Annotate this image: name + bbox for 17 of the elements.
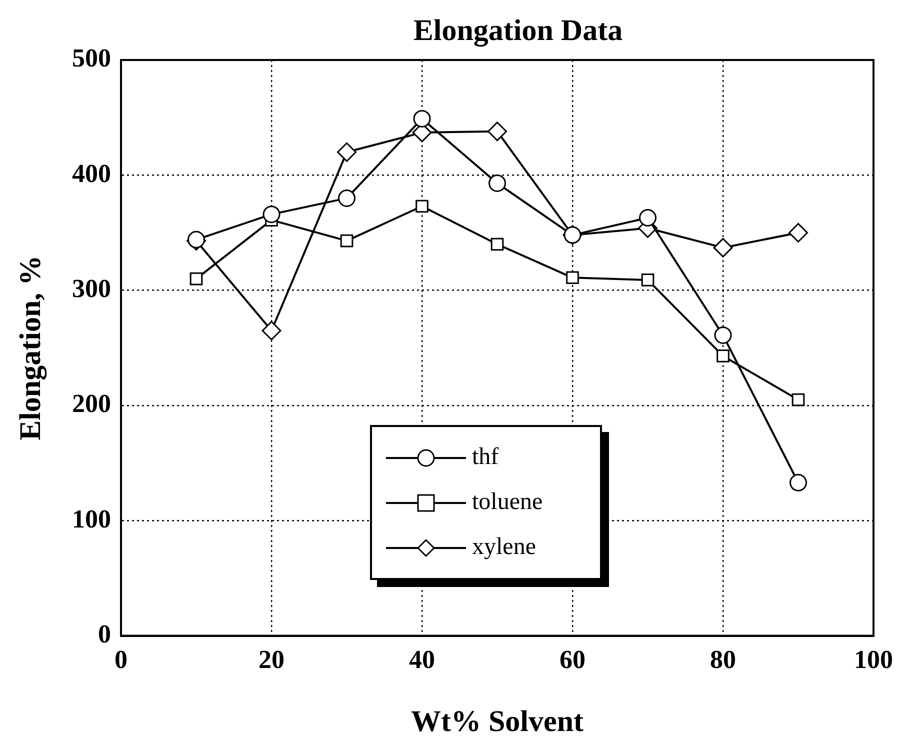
x-tick-label: 20 (258, 645, 284, 674)
y-tick-label: 200 (72, 389, 111, 418)
y-tick-label: 300 (72, 274, 111, 304)
x-tick-label: 100 (854, 645, 893, 674)
x-axis-title: Wt% Solvent (411, 704, 584, 738)
legend-label: thf (472, 444, 499, 471)
x-tick-label: 80 (710, 645, 736, 674)
x-tick-label: 40 (409, 645, 435, 674)
y-tick-label: 400 (72, 158, 111, 188)
chart-title: Elongation Data (412, 14, 624, 48)
y-tick-label: 500 (72, 44, 111, 73)
x-tick-label: 60 (560, 645, 586, 674)
y-tick-label: 100 (72, 504, 111, 534)
y-tick-label: 0 (98, 620, 111, 649)
legend-label: toluene (472, 489, 543, 516)
legend-label: xylene (472, 534, 536, 561)
y-axis-title: Elongation, % (14, 255, 47, 440)
